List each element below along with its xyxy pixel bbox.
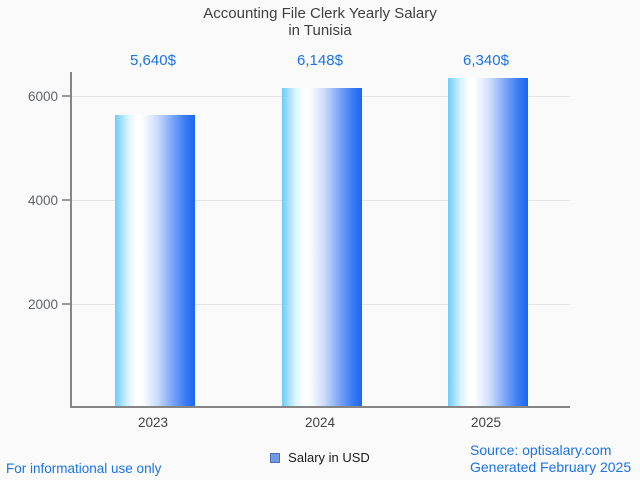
chart-title-line1: Accounting File Clerk Yearly Salary — [203, 5, 437, 22]
bar-2024 — [282, 88, 362, 406]
plot-area — [70, 72, 570, 408]
chart-title-line2: in Tunisia — [288, 22, 352, 39]
x-axis-label-2025: 2025 — [470, 415, 502, 430]
source-text: Source: optisalary.com — [470, 442, 612, 458]
legend-label: Salary in USD — [288, 450, 370, 465]
y-axis-tick — [62, 303, 72, 305]
bar-2023 — [115, 114, 195, 406]
x-axis-label-2023: 2023 — [137, 415, 169, 430]
y-axis-tick — [62, 95, 72, 97]
bar-value-label-2024: 6,148$ — [297, 52, 343, 69]
chart-title: Accounting File Clerk Yearly Salary in T… — [0, 5, 640, 39]
generated-text: Generated February 2025 — [470, 459, 632, 475]
source-block: Source: optisalary.com Generated Februar… — [470, 442, 631, 476]
x-axis-label-2024: 2024 — [304, 415, 336, 430]
legend-marker-icon — [270, 453, 281, 463]
y-axis-label-2000: 2000 — [27, 297, 58, 312]
bar-2025 — [448, 78, 528, 406]
bar-value-label-2023: 5,640$ — [130, 52, 176, 69]
disclaimer-text: For informational use only — [6, 461, 162, 476]
y-axis-tick — [62, 199, 72, 201]
bar-value-label-2025: 6,340$ — [463, 52, 509, 69]
y-axis-label-6000: 6000 — [27, 89, 58, 104]
legend: Salary in USD — [0, 451, 640, 465]
y-axis-label-4000: 4000 — [27, 193, 58, 208]
